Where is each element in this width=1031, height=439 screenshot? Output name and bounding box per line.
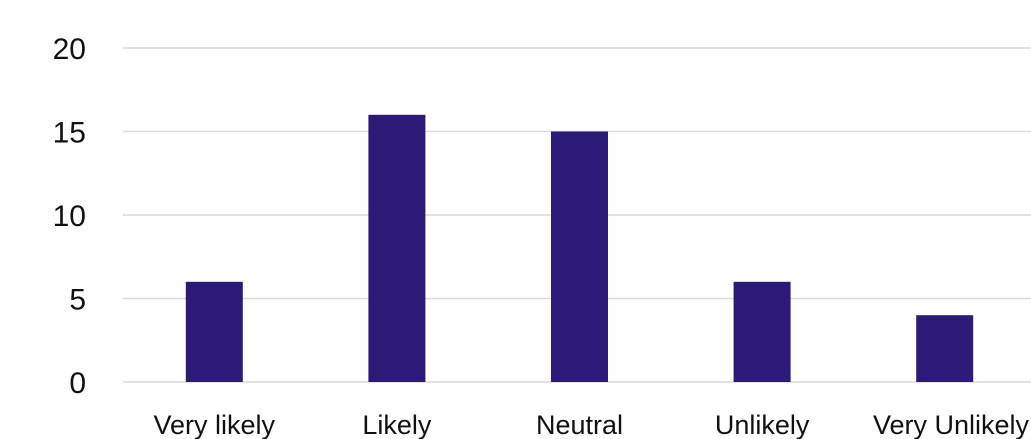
x-category-label: Unlikely [715,410,810,439]
bar [916,315,974,382]
bars [185,114,974,383]
bar [368,114,426,383]
x-category-label: Likely [362,410,432,439]
bar [551,131,608,382]
x-category-label: Very Unlikely [873,410,1030,439]
y-tick-label: 5 [69,284,86,317]
y-axis-ticks: 0 5 10 15 20 [53,33,86,400]
y-tick-label: 15 [53,117,86,150]
y-tick-label: 10 [53,200,86,233]
x-category-label: Neutral [536,410,623,439]
x-axis-labels: Very likely Likely Neutral Unlikely Very Unl… [154,410,1030,439]
y-tick-label: 0 [69,367,86,400]
bar [185,281,243,382]
x-category-label: Very likely [154,410,276,439]
bar [733,281,791,382]
y-tick-label: 20 [53,33,86,66]
